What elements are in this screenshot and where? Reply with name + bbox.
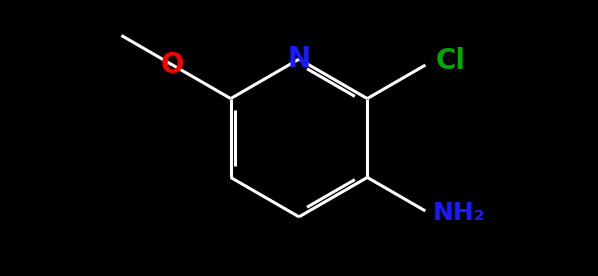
Text: O: O [161,51,184,79]
Text: Cl: Cl [435,47,465,75]
Text: NH₂: NH₂ [433,201,486,225]
Text: N: N [288,45,310,73]
